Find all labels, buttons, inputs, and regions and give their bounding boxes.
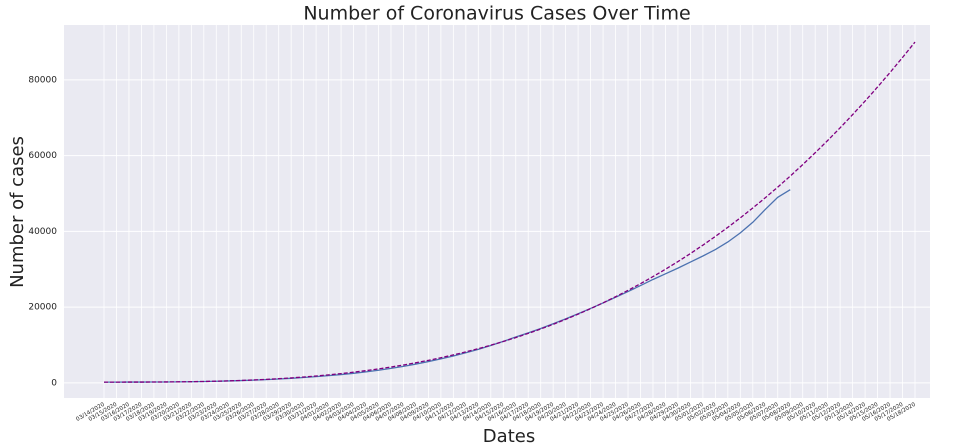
y-tick-label: 80000 [28, 75, 57, 85]
y-tick-label: 0 [51, 378, 57, 388]
y-tick-label: 40000 [28, 227, 57, 237]
series-line [104, 41, 916, 383]
y-tick-label: 60000 [28, 151, 57, 161]
plot-area [64, 25, 930, 398]
x-axis-label: Dates [483, 426, 535, 447]
chart-title: Number of Coronavirus Cases Over Time [303, 3, 690, 25]
y-tick-label: 20000 [28, 303, 57, 313]
y-axis-label: Number of cases [7, 136, 28, 288]
